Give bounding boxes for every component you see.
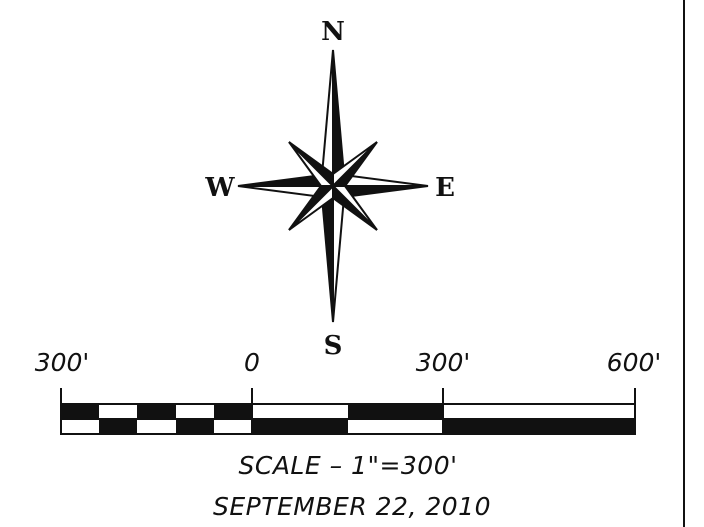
scale-segment-bottom xyxy=(348,419,443,434)
compass-northwest-point xyxy=(288,141,336,189)
scale-segment-top xyxy=(176,404,214,419)
scale-segment-bottom xyxy=(252,419,348,434)
scale-segment-top xyxy=(137,404,176,419)
scale-segment-top xyxy=(61,404,99,419)
scale-bar xyxy=(60,388,636,435)
scale-tick-label-left: 300' xyxy=(35,348,90,377)
compass-west-label: W xyxy=(204,173,235,203)
scale-segment-top xyxy=(443,404,635,419)
compass-rose-icon xyxy=(237,49,429,323)
scale-segment-bottom xyxy=(99,419,137,434)
scale-tick-label-mid: 300' xyxy=(416,348,471,377)
scale-segment-bottom xyxy=(137,419,176,434)
compass-southeast-point xyxy=(330,183,378,231)
scale-segment-top xyxy=(252,404,348,419)
scale-segment-bottom xyxy=(61,419,99,434)
compass-south-point xyxy=(320,183,346,323)
scale-tick-label-right: 600' xyxy=(607,348,662,377)
scale-segment-bottom xyxy=(214,419,252,434)
scale-tick-label-zero: 0 xyxy=(244,348,260,377)
scale-segment-top xyxy=(348,404,443,419)
compass-east-label: E xyxy=(435,173,455,203)
scale-caption: SCALE – 1"=300' xyxy=(239,451,458,480)
compass-north-label: N xyxy=(321,17,345,47)
date-caption: SEPTEMBER 22, 2010 xyxy=(213,492,491,521)
scale-segment-top xyxy=(214,404,252,419)
scale-segment-bottom xyxy=(443,419,635,434)
scale-segment-bottom xyxy=(176,419,214,434)
scale-segment-top xyxy=(99,404,137,419)
compass-south-label: S xyxy=(324,331,343,361)
compass-north-point xyxy=(320,49,346,189)
